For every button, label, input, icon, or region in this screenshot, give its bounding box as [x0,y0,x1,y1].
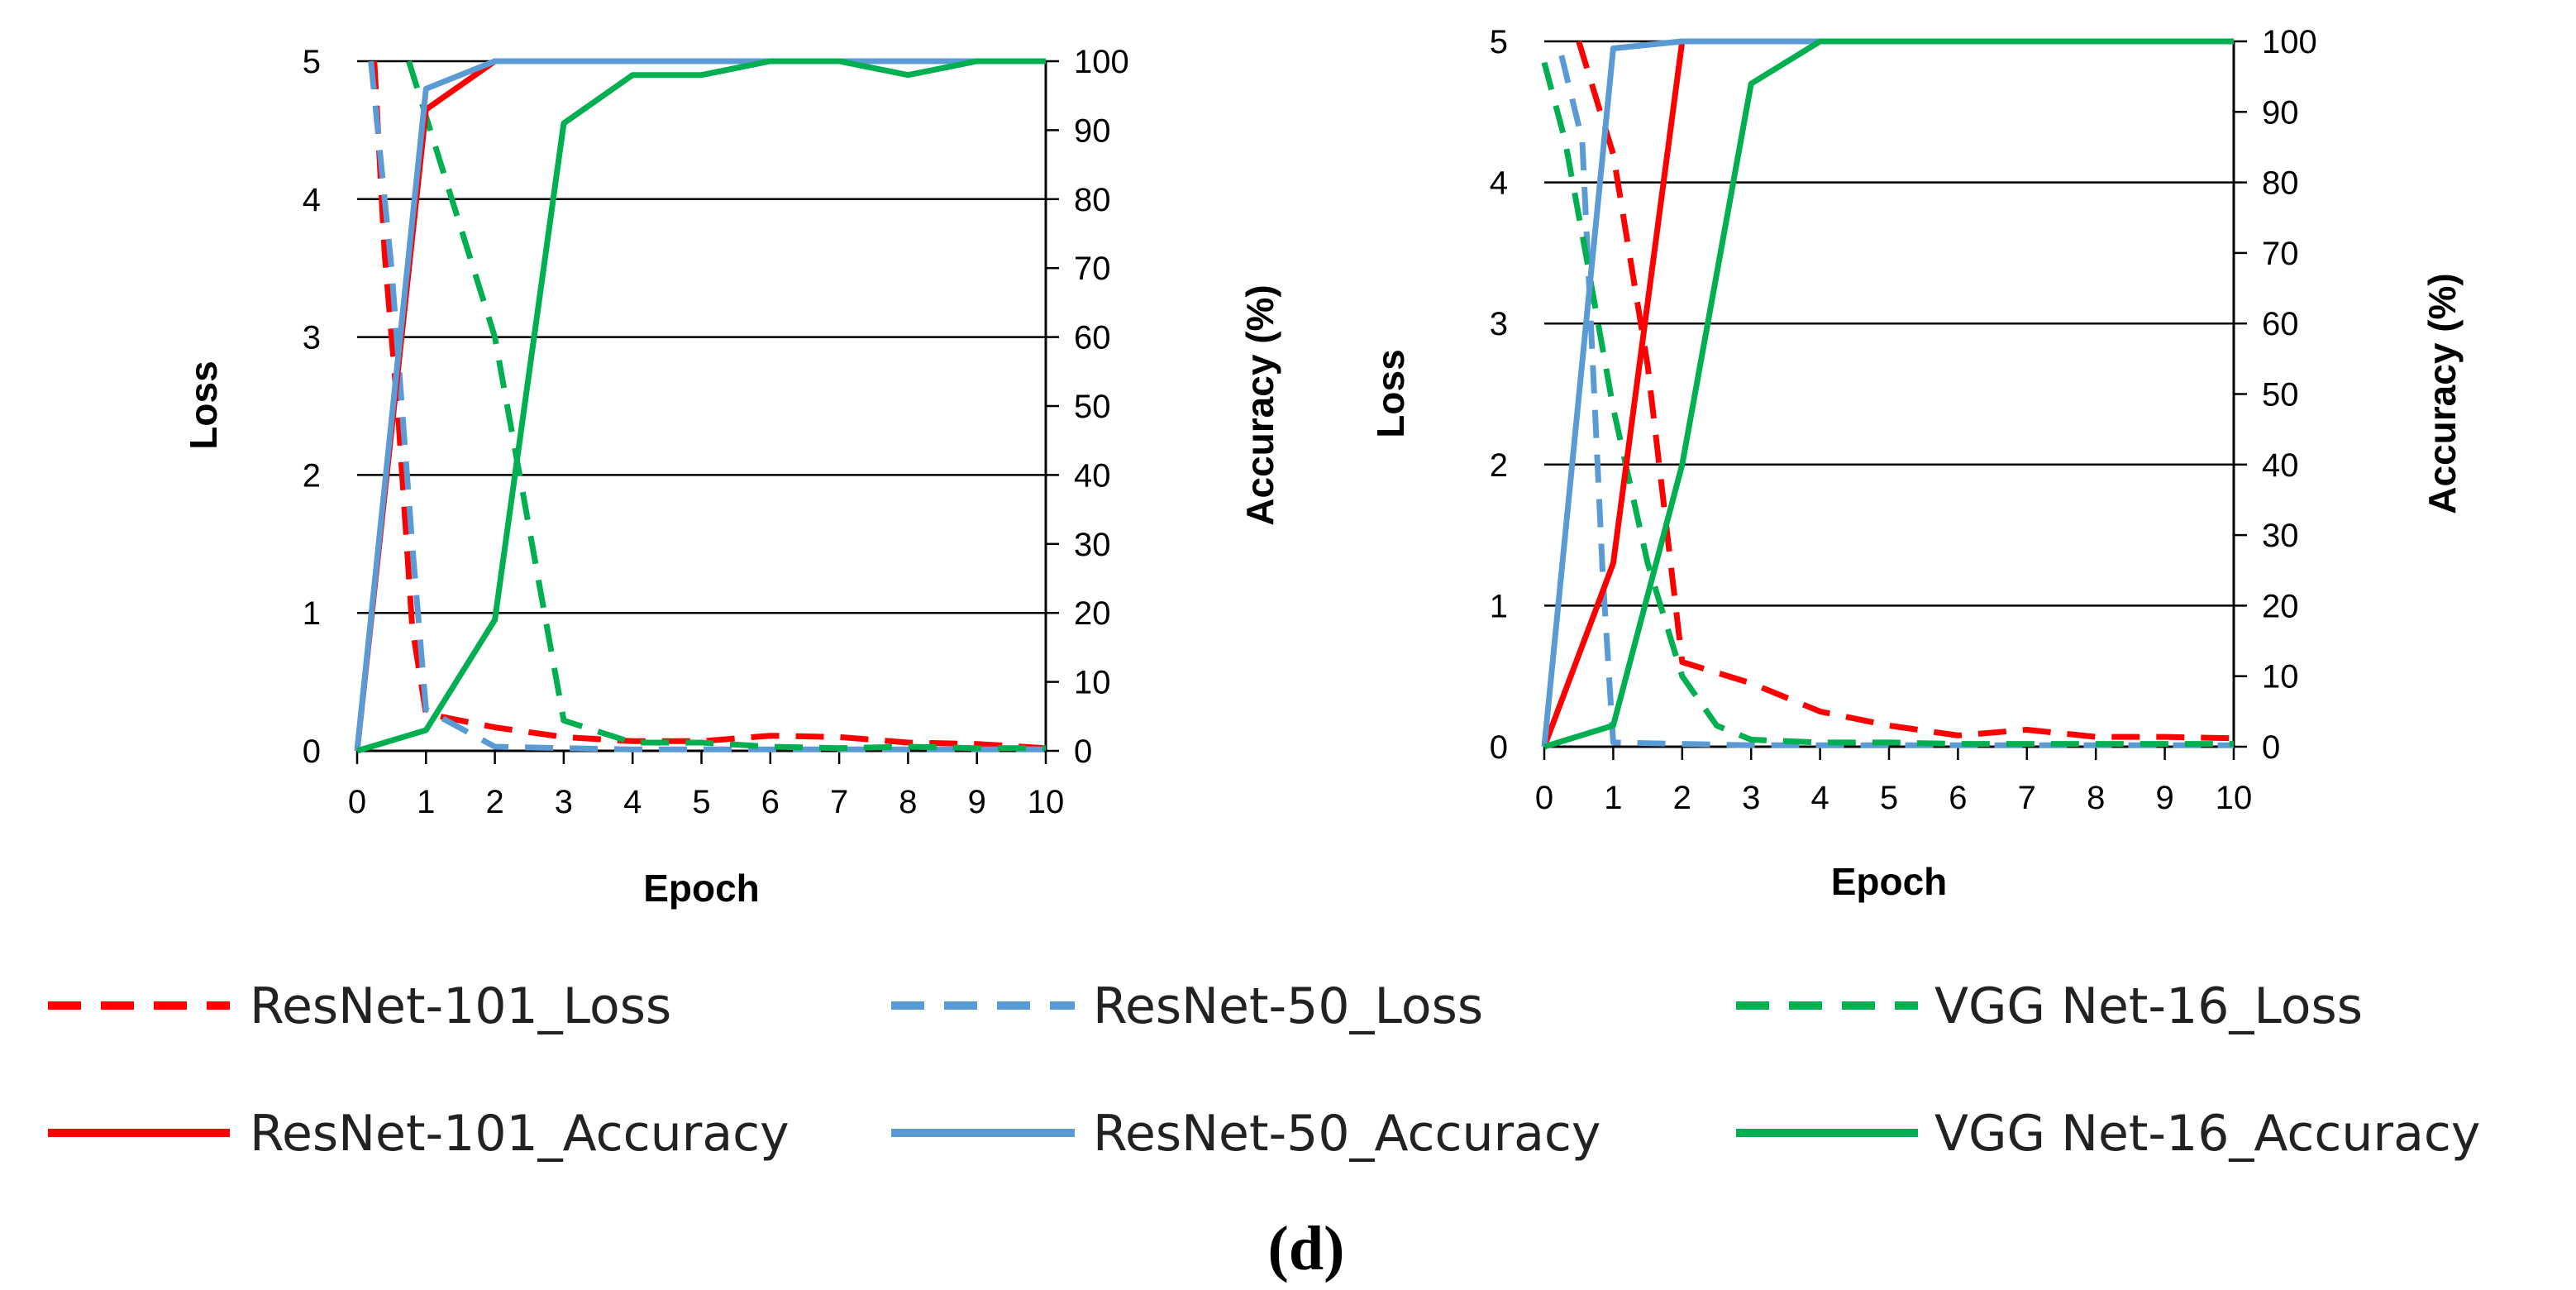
legend-label-resnet-101-accuracy: ResNet-101_Accuracy [250,1105,789,1163]
y2-axis-title: Accuracy (%) [1238,284,1281,525]
x-tick-label-5: 5 [692,784,710,820]
series-line-vgg-net-16-loss [406,60,1046,752]
series-line-resnet-50-loss [1558,55,2234,748]
x-tick-label-8: 8 [899,784,917,820]
x-tick-label-0: 0 [348,784,366,820]
series-line-resnet-50-accuracy [1541,38,2234,748]
y2-tick-label-30: 30 [1074,527,1111,563]
x-axis-title: Epoch [1831,860,1948,903]
chart-right: 0 1 2 3 4 5 6 7 8 9 100123450102030405060708090100… [1369,24,2464,903]
y2-tick-label-60: 60 [2262,306,2299,342]
series-line-resnet-101-accuracy [1541,38,2234,748]
y2-tick-label-20: 20 [1074,595,1111,632]
y2-tick-label-50: 50 [2262,377,2299,413]
y-axis-title: Loss [1369,349,1412,437]
series-line-resnet-101-accuracy [354,58,1046,752]
figure-caption: (d) [1268,1214,1345,1283]
y-tick-label-0: 0 [1490,729,1508,766]
y2-tick-label-40: 40 [1074,457,1111,494]
y2-tick-label-10: 10 [1074,665,1111,701]
series-line-vgg-net-16-loss [1541,61,2234,748]
x-tick-label-1: 1 [1604,780,1622,816]
y-tick-label-1: 1 [1490,588,1508,624]
series-line-resnet-50-accuracy [354,58,1046,752]
x-tick-label-7: 7 [2018,780,2036,816]
x-tick-label-8: 8 [2087,780,2105,816]
series-line-vgg-net-16-accuracy [355,58,1046,754]
legend-label-resnet-50-accuracy: ResNet-50_Accuracy [1093,1105,1600,1163]
y2-tick-label-40: 40 [2262,447,2299,484]
y2-tick-label-30: 30 [2262,518,2299,554]
legend-label-vgg-net-16-loss: VGG Net-16_Loss [1934,977,2363,1035]
y-axis-title: Loss [182,361,225,449]
legend: ResNet-101_Loss ResNet-50_Loss VGG Net-16_… [48,977,2480,1163]
y-tick-label-4: 4 [1490,165,1508,202]
y2-tick-label-0: 0 [2262,729,2280,766]
y2-tick-label-90: 90 [1074,112,1111,149]
y2-tick-label-20: 20 [2262,588,2299,624]
series-group [1541,38,2235,750]
y-tick-label-5: 5 [1490,24,1508,60]
x-tick-label-6: 6 [1949,780,1967,816]
y2-tick-label-0: 0 [1074,733,1092,770]
series-line-resnet-101-loss [371,60,1047,752]
y2-tick-label-10: 10 [2262,659,2299,695]
x-tick-label-7: 7 [830,784,848,820]
chart-left: 0 1 2 3 4 5 6 7 8 9 100123450102030405060708090100… [182,44,1281,910]
y2-tick-label-100: 100 [2262,24,2317,60]
x-tick-label-2: 2 [1673,780,1691,816]
legend-label-resnet-101-loss: ResNet-101_Loss [250,977,671,1035]
legend-label-resnet-50-loss: ResNet-50_Loss [1093,977,1483,1035]
series-group [354,58,1047,754]
x-tick-label-10: 10 [2216,780,2253,816]
y-tick-label-3: 3 [303,320,321,356]
y-tick-label-5: 5 [303,44,321,80]
y2-tick-label-80: 80 [1074,182,1111,218]
y2-tick-label-50: 50 [1074,389,1111,425]
x-tick-label-9: 9 [968,784,986,820]
x-tick-label-9: 9 [2155,780,2173,816]
series-line-vgg-net-16-accuracy [1543,38,2234,750]
x-tick-label-6: 6 [761,784,780,820]
y2-tick-label-80: 80 [2262,165,2299,202]
x-tick-label-3: 3 [555,784,573,820]
y-tick-label-4: 4 [303,182,321,218]
x-tick-label-2: 2 [485,784,503,820]
x-tick-label-1: 1 [417,784,435,820]
legend-label-vgg-net-16-accuracy: VGG Net-16_Accuracy [1934,1105,2480,1163]
series-line-resnet-50-loss [368,60,1046,752]
x-tick-label-10: 10 [1028,784,1065,820]
y-tick-label-0: 0 [303,733,321,770]
series-line-resnet-101-loss [1576,40,2235,742]
y2-axis-title: Accuracy (%) [2421,273,2464,514]
y-tick-label-3: 3 [1490,306,1508,342]
y2-tick-label-60: 60 [1074,320,1111,356]
x-tick-label-3: 3 [1742,780,1760,816]
y2-tick-label-70: 70 [2262,236,2299,272]
x-tick-label-0: 0 [1535,780,1553,816]
y2-tick-label-90: 90 [2262,94,2299,131]
x-tick-label-4: 4 [1810,780,1829,816]
x-tick-label-5: 5 [1880,780,1898,816]
x-tick-label-4: 4 [623,784,642,820]
y2-tick-label-70: 70 [1074,251,1111,287]
y-tick-label-2: 2 [303,457,321,494]
y-tick-label-1: 1 [303,595,321,632]
y2-tick-label-100: 100 [1074,44,1129,80]
x-axis-title: Epoch [643,867,760,910]
y-tick-label-2: 2 [1490,447,1508,484]
